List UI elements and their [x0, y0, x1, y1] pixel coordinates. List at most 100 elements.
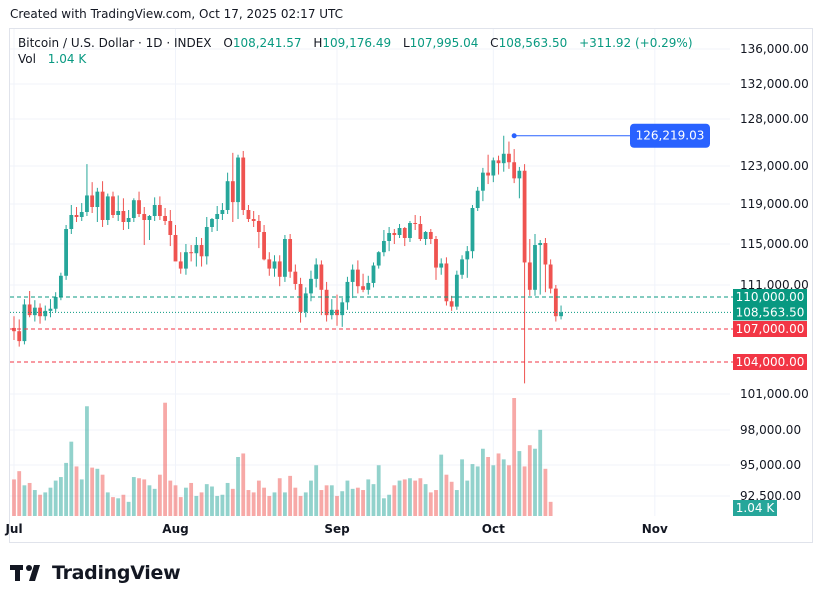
volume-bar — [241, 453, 246, 516]
volume-badge — [733, 500, 777, 516]
volume-bar — [32, 490, 37, 516]
volume-bar — [548, 501, 553, 516]
price-line-badge — [733, 289, 807, 305]
candle-body — [444, 263, 449, 302]
volume-bar — [220, 494, 225, 516]
candle-body — [470, 208, 475, 252]
volume-bar — [116, 498, 121, 516]
candle-body — [69, 215, 74, 229]
candle-body — [439, 263, 444, 268]
volume-value: 1.04 K — [47, 52, 87, 66]
volume-bar — [251, 492, 256, 516]
candle-body — [272, 261, 277, 269]
volume-bar — [126, 501, 131, 516]
candle-body — [126, 218, 131, 222]
volume-bar — [236, 457, 240, 516]
volume-bar — [12, 479, 16, 516]
candle-body — [32, 307, 37, 316]
volume-bar — [319, 490, 324, 516]
candle-body — [74, 215, 79, 217]
volume-label[interactable]: Vol — [18, 52, 36, 66]
candle-body — [283, 239, 287, 277]
candle-body — [236, 157, 240, 203]
volume-bar — [392, 485, 397, 516]
high-label: H — [313, 36, 323, 50]
volume-bar — [522, 466, 527, 516]
volume-bar — [298, 495, 303, 516]
candle-body — [147, 216, 152, 220]
volume-bar — [230, 488, 235, 516]
candle-body — [423, 232, 428, 239]
candle-body — [460, 259, 464, 275]
chart-frame[interactable] — [9, 28, 813, 543]
volume-bar — [17, 471, 22, 516]
tradingview-logo[interactable]: TradingView — [10, 562, 181, 584]
candle-body — [142, 214, 147, 220]
candle-body — [387, 233, 392, 241]
y-tick-label: 115,000.00 — [740, 237, 809, 251]
volume-bar — [163, 402, 167, 516]
high-marker-dot — [511, 133, 517, 139]
candle-body — [267, 259, 272, 269]
x-tick-label: Jul — [4, 522, 22, 536]
candle-body — [262, 232, 266, 260]
candle-body — [361, 286, 365, 290]
volume-bar — [272, 492, 277, 516]
volume-bar — [27, 482, 32, 516]
volume-bar — [366, 479, 371, 516]
symbol-name[interactable]: Bitcoin / U.S. Dollar · 1D · INDEX — [18, 36, 212, 50]
volume-bar — [491, 465, 496, 516]
volume-bar — [48, 487, 53, 516]
candle-body — [111, 196, 115, 215]
volume-bar — [324, 485, 329, 516]
candle-body — [548, 264, 553, 289]
volume-bar — [507, 465, 511, 516]
candle-body — [105, 196, 110, 220]
candle-body — [303, 293, 308, 312]
candle-body — [184, 252, 188, 269]
candle-body — [204, 227, 209, 257]
y-tick-label: 101,000.00 — [740, 387, 809, 401]
candle-body — [408, 223, 412, 238]
candle-body — [168, 221, 173, 235]
candle-body — [366, 282, 371, 290]
volume-bar — [95, 468, 100, 516]
volume-bar — [329, 485, 334, 516]
volume-bar — [402, 479, 407, 516]
candle-body — [507, 153, 511, 163]
candle-body — [85, 195, 89, 212]
candle-body — [376, 252, 381, 266]
volume-bar — [345, 480, 350, 516]
candle-body — [392, 233, 397, 235]
grid — [10, 29, 730, 516]
volume-bar — [444, 474, 449, 516]
volume-bar — [210, 486, 214, 516]
volume-bar — [439, 454, 444, 516]
volume-bar — [382, 498, 386, 516]
candle-body — [491, 160, 496, 176]
open-value: 108,241.57 — [232, 36, 302, 50]
volume-bar — [277, 478, 282, 516]
volume-bar — [501, 459, 506, 516]
volume-bar — [204, 484, 209, 516]
candle-body — [189, 252, 194, 254]
candle-body — [251, 219, 256, 221]
volume-bar — [147, 485, 152, 516]
candle-body — [277, 261, 282, 277]
volume-bar — [481, 448, 485, 516]
candle-body — [418, 224, 423, 239]
candle-body — [293, 271, 298, 284]
candle-body — [215, 214, 220, 219]
volume-bar — [517, 451, 522, 516]
candle-body — [371, 265, 376, 283]
x-tick-label: Aug — [162, 522, 188, 536]
candle-body — [559, 312, 563, 317]
candle-body — [53, 297, 58, 309]
volume-bar — [376, 465, 381, 516]
tradingview-logo-text: TradingView — [52, 562, 181, 584]
volume-bar — [142, 479, 147, 516]
candle-body — [194, 245, 199, 254]
volume-bar — [64, 462, 68, 516]
volume-bar — [69, 441, 74, 516]
